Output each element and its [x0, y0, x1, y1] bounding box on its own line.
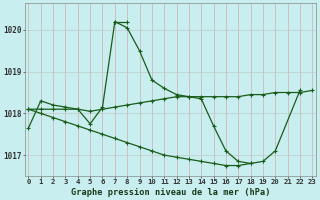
X-axis label: Graphe pression niveau de la mer (hPa): Graphe pression niveau de la mer (hPa) — [71, 188, 270, 197]
